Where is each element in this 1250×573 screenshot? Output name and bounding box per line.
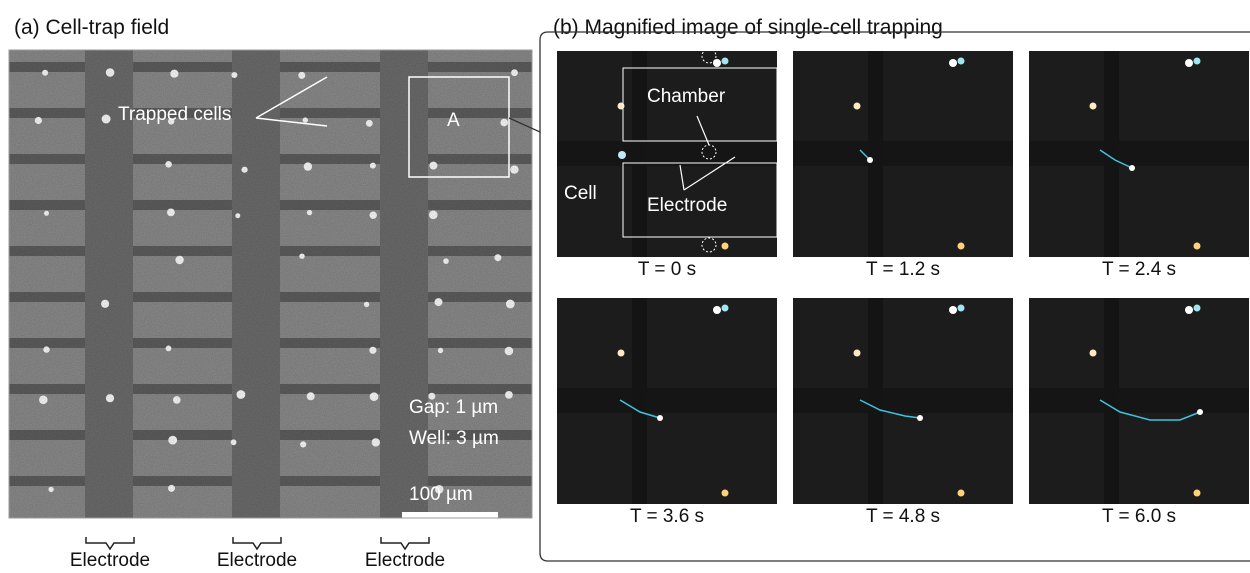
chamber-label: Chamber xyxy=(647,86,726,107)
pointer-line xyxy=(679,164,685,191)
chamber-row xyxy=(557,388,777,413)
chamber-row xyxy=(1029,141,1249,166)
cell xyxy=(957,304,965,312)
time-lapse-frames xyxy=(557,48,1249,504)
electrode-column xyxy=(868,298,883,504)
tracked-cell xyxy=(867,157,873,163)
cell xyxy=(853,102,861,110)
pointer-line xyxy=(683,156,736,191)
region-a-label: A xyxy=(447,110,460,131)
time-label: T = 0 s xyxy=(637,259,697,280)
cell xyxy=(713,59,721,67)
chamber-row xyxy=(793,141,1013,166)
time-label: T = 4.8 s xyxy=(865,506,941,527)
cell xyxy=(1089,102,1097,110)
cell-label: Cell xyxy=(564,183,597,204)
gap-label: Gap: 1 µm xyxy=(409,397,499,418)
cell xyxy=(721,57,729,65)
region-a-box xyxy=(408,76,510,178)
time-lapse-frame xyxy=(1029,51,1249,257)
time-label: T = 1.2 s xyxy=(865,259,941,280)
cell-track xyxy=(1099,399,1201,421)
electrode-label: Electrode xyxy=(364,550,446,571)
tracked-cell xyxy=(1197,409,1203,415)
cell xyxy=(1185,59,1193,67)
electrode-annotation: Electrode xyxy=(647,195,728,216)
electrode-column xyxy=(632,298,647,504)
cell xyxy=(617,349,625,357)
chamber-row xyxy=(557,141,777,166)
chamber-marker xyxy=(701,48,717,64)
panel-b-title: (b) Magnified image of single-cell trapp… xyxy=(553,16,943,39)
time-lapse-frame xyxy=(793,298,1013,504)
time-lapse-frame xyxy=(557,298,777,504)
cell xyxy=(949,306,957,314)
cell-trap-field-image xyxy=(9,50,532,518)
electrode-column xyxy=(1104,298,1119,504)
time-lapse-frame xyxy=(557,48,778,257)
cell xyxy=(957,489,965,497)
cell-track xyxy=(859,399,921,419)
chamber-row xyxy=(793,388,1013,413)
pointer-line xyxy=(696,115,710,146)
cell-track xyxy=(1099,149,1133,169)
time-label: T = 2.4 s xyxy=(1101,259,1177,280)
electrode-column xyxy=(1104,51,1119,257)
callout-frame xyxy=(508,31,1250,134)
cell xyxy=(1193,242,1201,250)
time-lapse-frame xyxy=(793,51,1013,257)
cell xyxy=(957,57,965,65)
cell xyxy=(853,349,861,357)
cell xyxy=(957,242,965,250)
chamber-row xyxy=(1029,388,1249,413)
cell xyxy=(721,242,729,250)
time-lapse-frame xyxy=(1029,298,1249,504)
cell xyxy=(1193,57,1201,65)
pointer-line xyxy=(255,117,328,127)
electrode-outline xyxy=(622,162,778,238)
tracked-cell xyxy=(1129,165,1135,171)
tracked-cell xyxy=(917,415,923,421)
scale-bar-label: 100 µm xyxy=(409,484,473,505)
electrode-column xyxy=(868,51,883,257)
well-label: Well: 3 µm xyxy=(409,428,499,449)
electrode-label: Electrode xyxy=(69,550,151,571)
cell xyxy=(1089,349,1097,357)
cell xyxy=(721,304,729,312)
electrode-label: Electrode xyxy=(216,550,298,571)
trapped-cells-label: Trapped cells xyxy=(118,104,232,125)
panel-a-title: (a) Cell-trap field xyxy=(14,16,170,39)
tracked-cell xyxy=(657,415,663,421)
electrode-column xyxy=(632,51,647,257)
cell xyxy=(721,489,729,497)
time-label: T = 6.0 s xyxy=(1101,506,1177,527)
cell xyxy=(1193,489,1201,497)
tracked-cell xyxy=(618,151,626,159)
chamber-marker xyxy=(701,237,717,253)
cell xyxy=(949,59,957,67)
cell-track xyxy=(619,399,661,419)
cell xyxy=(1193,304,1201,312)
cell xyxy=(1185,306,1193,314)
chamber-outline xyxy=(622,67,778,142)
cell xyxy=(713,306,721,314)
time-label: T = 3.6 s xyxy=(629,506,705,527)
electrode-brackets xyxy=(85,537,430,551)
scale-bar xyxy=(402,512,498,518)
pointer-line xyxy=(255,76,328,119)
